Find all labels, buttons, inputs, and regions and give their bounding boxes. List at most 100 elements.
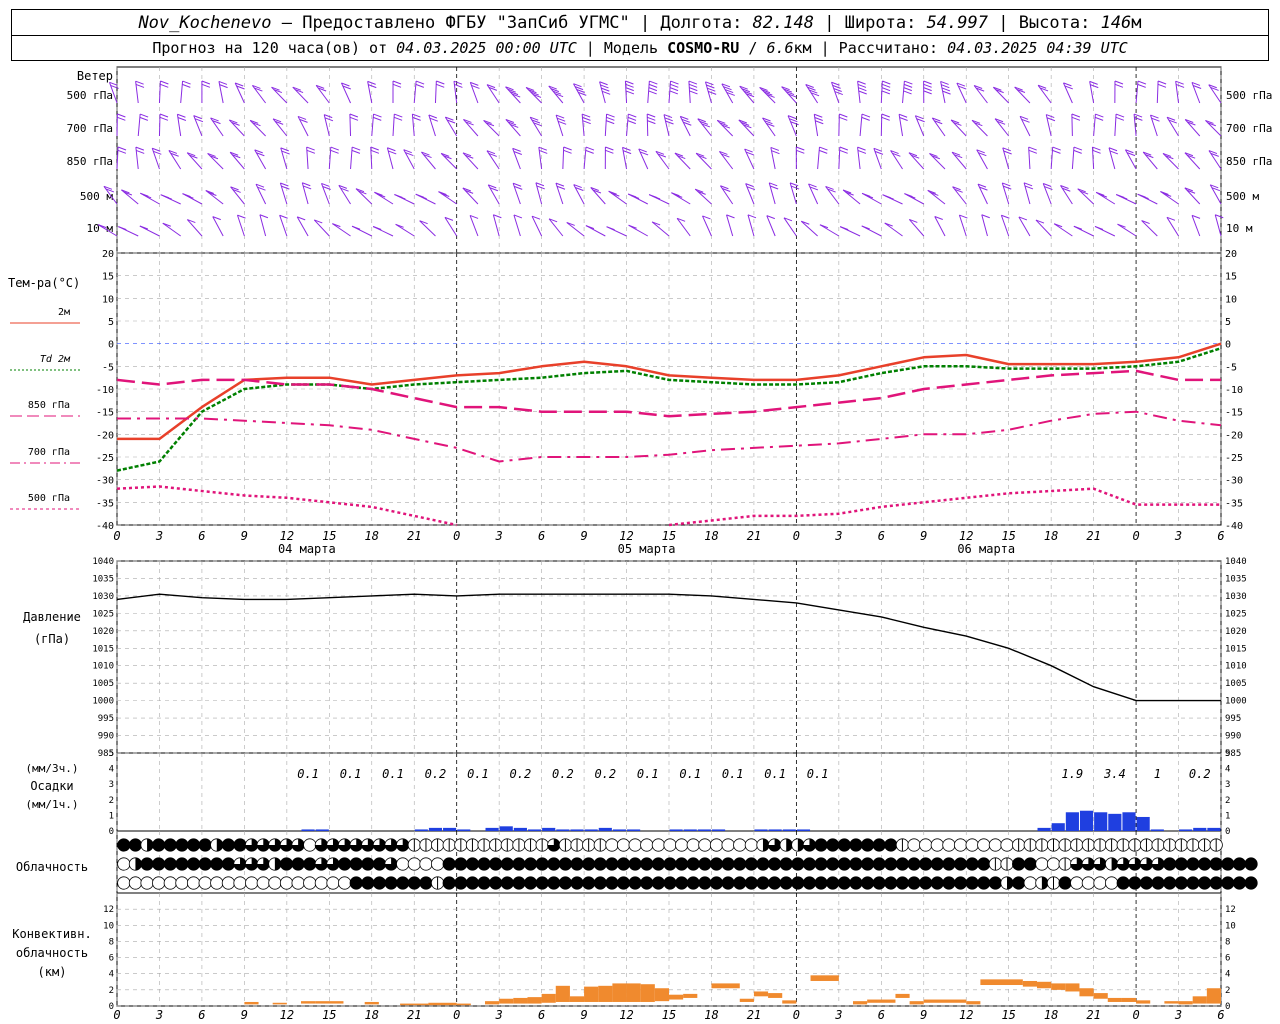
cloud-symbol [988, 838, 1002, 852]
wind-barb-feather [674, 193, 683, 198]
altitude-value: 146 [1100, 12, 1132, 33]
wind-barb-feather [669, 90, 679, 95]
wind-barb-feather [257, 186, 266, 191]
cloud-symbol [198, 857, 212, 871]
wind-barb-feather [464, 189, 474, 194]
wind-barb-feather [135, 80, 144, 85]
wind-barb-feather [443, 155, 452, 160]
wind-barb-feather [890, 150, 899, 155]
hour-tick-bottom: 6 [878, 1008, 885, 1022]
cloud-symbol [628, 857, 642, 871]
cloud-three-quarter [384, 838, 398, 852]
wind-barb-feather [815, 120, 824, 125]
cloud-symbol [372, 838, 387, 852]
cloud-symbol [849, 876, 863, 890]
convective-bar [669, 994, 684, 1000]
pres-unit: (гПа) [34, 632, 70, 646]
wind-barb-feather [766, 122, 775, 127]
wind-barb-feather [833, 88, 842, 92]
wind-barb-feather [881, 87, 891, 92]
cloud-symbol [117, 857, 131, 871]
cloud-symbol [500, 857, 514, 871]
cloud-fill [721, 857, 735, 871]
cloud-symbol [721, 857, 735, 871]
wind-barb-feather [625, 90, 635, 95]
wind-barb-feather [392, 80, 402, 85]
wind-barb-feather [421, 151, 430, 156]
temp-legend-label: 500 гПа [28, 493, 70, 504]
cloud-fill [849, 838, 863, 852]
hour-tick-temp: 0 [113, 529, 120, 543]
wind-barb-feather [103, 185, 113, 190]
wind-barb-feather [761, 89, 771, 94]
convective-bar [980, 979, 1023, 986]
cloud-symbol [698, 876, 712, 890]
wind-barb-feather [1089, 80, 1098, 85]
wind-barb-feather [528, 89, 537, 94]
wind-barb-feather [530, 91, 539, 96]
convective-bar [584, 986, 599, 1002]
wind-barb-feather [707, 90, 717, 95]
wind-barb [1001, 182, 1010, 205]
wind-barb-feather [531, 215, 541, 220]
temp-ytick-right: 10 [1225, 294, 1237, 305]
convective-bar [810, 975, 839, 981]
cloud-fill [477, 876, 491, 890]
cloud-symbol [314, 838, 328, 852]
wind-barb-feather [330, 146, 339, 151]
cloud-fill [931, 857, 944, 871]
cloud-symbol [1151, 838, 1165, 852]
wind-barb [647, 81, 650, 104]
wind-barb-feather [606, 226, 615, 231]
cloud-title: Облачность [16, 860, 88, 874]
cloud-fill [872, 857, 886, 871]
wind-barb-feather [973, 85, 983, 89]
cloud-fill [419, 876, 433, 890]
wind-barb-feather [1210, 152, 1219, 157]
wind-barb-feather [747, 214, 757, 219]
hour-tick-temp: 6 [1217, 529, 1224, 543]
wind-barb-feather [118, 226, 127, 231]
cloud-symbol [349, 838, 363, 852]
hour-tick-bottom: 6 [1217, 1008, 1224, 1022]
wind-barb-feather [525, 86, 535, 91]
cloud-symbol [791, 876, 805, 890]
cloud-symbol [675, 838, 689, 852]
wind-barb-feather [322, 186, 331, 190]
wind-barb-feather [349, 113, 359, 118]
cloud-fill [1128, 876, 1142, 890]
cloud-symbol [919, 857, 933, 871]
wind-barb [419, 220, 436, 237]
cloud-fill [164, 838, 177, 852]
wind-barb-feather [911, 154, 920, 159]
wind-barb-feather [536, 185, 545, 190]
cloud-fill [454, 876, 468, 890]
cloud-symbol [523, 838, 538, 852]
wind-barb-feather [212, 216, 221, 221]
wind-barb-feather [611, 192, 620, 197]
wind-barb-feather [873, 147, 883, 152]
cloud-symbol [465, 876, 480, 890]
wind-barb-feather [370, 146, 379, 151]
wind-barb-feather [370, 149, 380, 154]
cloud-symbol [430, 857, 445, 871]
wind-barb-feather [956, 82, 966, 87]
wind-barb-feather [907, 194, 916, 199]
precip-bar [1193, 827, 1207, 831]
cloud-symbol [733, 857, 747, 871]
hour-tick-temp: 3 [834, 529, 842, 543]
wind-barb-feather [563, 149, 572, 154]
wind-barb-feather [314, 219, 323, 224]
wind-barb-feather [670, 83, 679, 88]
cloud-symbol [721, 838, 735, 852]
cloud-symbol [965, 857, 979, 871]
temp-ytick-left: 5 [108, 317, 114, 328]
hour-tick-bottom: 12 [280, 1008, 294, 1022]
wind-barb-feather [931, 155, 940, 160]
wind-barb-feather [573, 184, 582, 189]
convective-bar [853, 1001, 868, 1005]
cloud-fill [907, 876, 921, 890]
cloud-circle [407, 857, 421, 871]
cloud-circle [721, 838, 735, 852]
wind-barb-feather [209, 155, 219, 160]
